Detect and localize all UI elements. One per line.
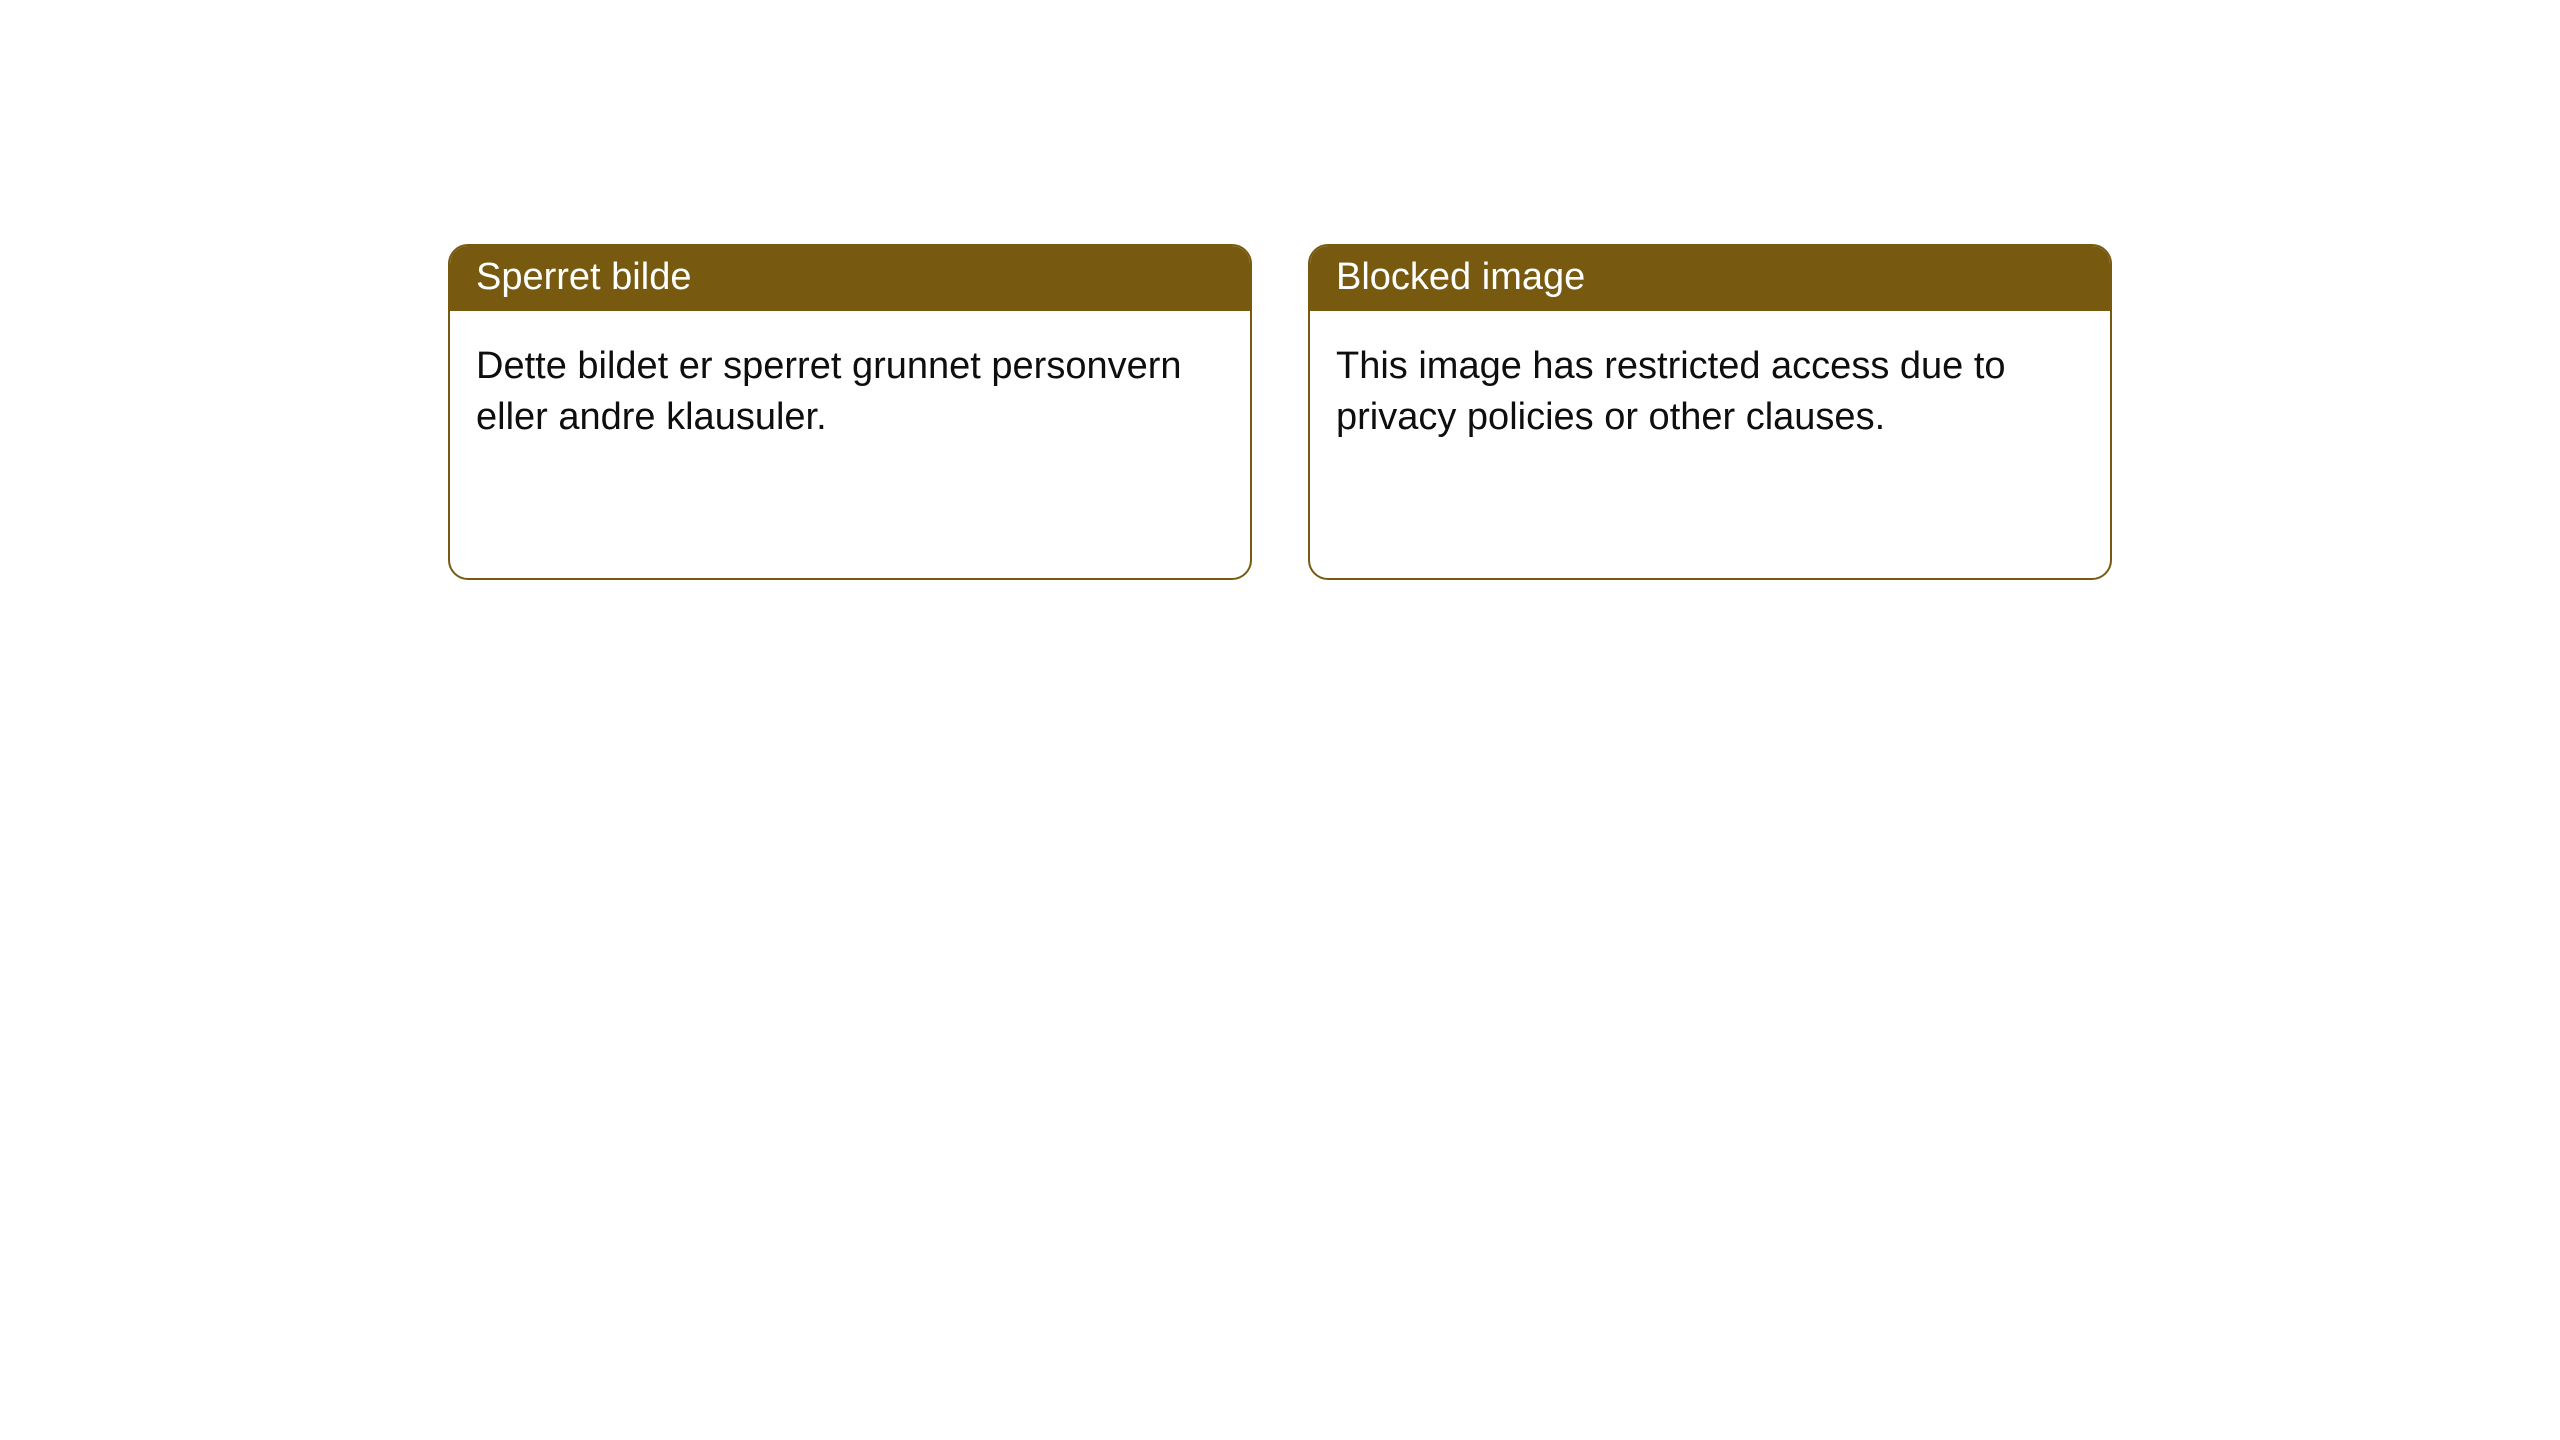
notice-card-title: Blocked image [1310, 246, 2110, 311]
notice-card-english: Blocked image This image has restricted … [1308, 244, 2112, 580]
notice-card-body: This image has restricted access due to … [1310, 311, 2110, 474]
notice-card-norwegian: Sperret bilde Dette bildet er sperret gr… [448, 244, 1252, 580]
notice-card-row: Sperret bilde Dette bildet er sperret gr… [0, 0, 2560, 580]
notice-card-title: Sperret bilde [450, 246, 1250, 311]
notice-card-body: Dette bildet er sperret grunnet personve… [450, 311, 1250, 474]
